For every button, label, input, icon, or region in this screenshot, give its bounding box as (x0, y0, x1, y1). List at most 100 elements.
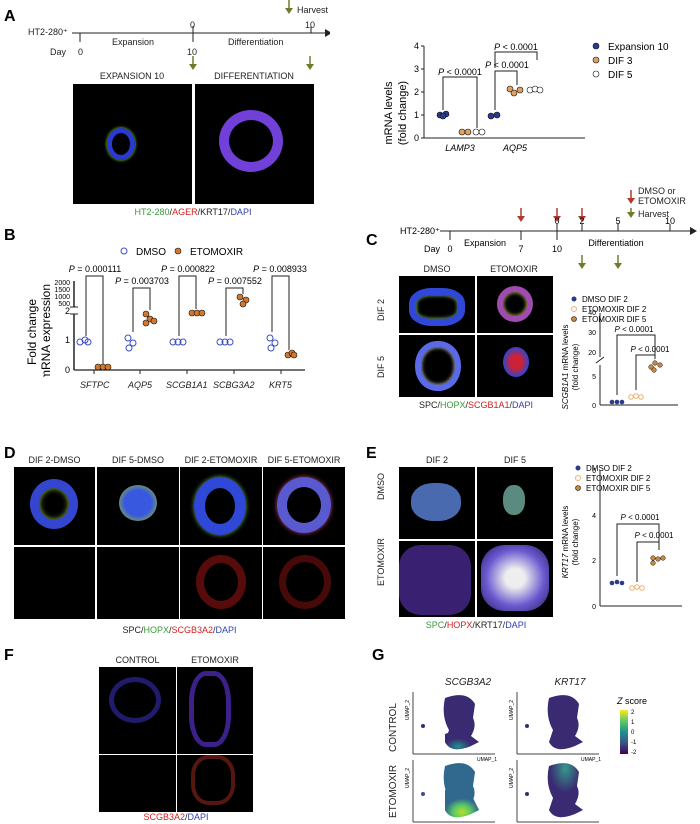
svg-text:2: 2 (592, 558, 596, 565)
svg-text:0: 0 (592, 403, 596, 410)
svg-text:Expansion 10: Expansion 10 (608, 42, 669, 53)
image-title: DIFFERENTIATION (214, 71, 294, 81)
svg-text:10: 10 (552, 244, 562, 254)
svg-text:P < 0.0001: P < 0.0001 (621, 513, 660, 522)
svg-text:ETOMOXIR DIF 5: ETOMOXIR DIF 5 (582, 315, 647, 324)
panel-f-label: F (4, 647, 14, 664)
svg-text:2000: 2000 (54, 280, 70, 287)
svg-text:P < 0.0001: P < 0.0001 (438, 67, 482, 77)
svg-text:AQP5: AQP5 (502, 143, 528, 153)
svg-text:KRT17 mRNA levels: KRT17 mRNA levels (561, 506, 570, 579)
harvest-arrow-icon (285, 0, 293, 14)
timeline-a-cell-label: HT2-280⁺ (28, 27, 68, 37)
col-title: DIF 2-ETOMOXIR (184, 455, 258, 465)
micrograph-c-etomoxir-dif2 (477, 276, 553, 333)
svg-text:ETOMOXIR DIF 2: ETOMOXIR DIF 2 (582, 305, 647, 314)
svg-text:500: 500 (58, 301, 70, 308)
timeline-a-differentiation: Differentiation (228, 37, 284, 47)
svg-text:1: 1 (65, 335, 70, 345)
timeline-a-day: 10 (187, 47, 198, 57)
row-title: CONTROL (388, 703, 399, 752)
svg-text:P = 0.000111: P = 0.000111 (69, 264, 121, 274)
svg-text:1500: 1500 (54, 287, 70, 294)
svg-text:4: 4 (592, 513, 596, 520)
micrograph-f-etomoxir-dapi (177, 667, 253, 754)
panel-c-label: C (366, 232, 378, 249)
svg-text:Z score: Z score (616, 696, 647, 706)
svg-text:LAMP3: LAMP3 (445, 143, 475, 153)
panel-d-label: D (4, 445, 16, 462)
row-title: DIF 2 (376, 298, 387, 322)
legend-dmso-etomoxir: DMSO or ETOMOXIR (638, 186, 686, 206)
xtick-aqp5: AQP5 (128, 380, 153, 390)
svg-text:SCGB1A1 mRNA levels: SCGB1A1 mRNA levels (561, 325, 570, 410)
micrograph-d-2 (97, 467, 179, 545)
svg-text:0: 0 (631, 730, 635, 736)
svg-text:mRNA expression: mRNA expression (39, 284, 53, 377)
micrograph-c-dmso-dif5 (399, 335, 475, 397)
timeline-a (72, 26, 330, 70)
svg-text:DIF 5: DIF 5 (608, 70, 633, 81)
svg-text:ETOMOXIR DIF 5: ETOMOXIR DIF 5 (586, 484, 651, 493)
micrograph-expansion (73, 84, 192, 204)
chart-a-qpcr: mRNA levels (fold change) 0 1 2 3 4 P < 0.00… (383, 41, 669, 153)
panel-e-label: E (366, 445, 377, 462)
svg-text:0: 0 (592, 604, 596, 611)
micrograph-d-5 (14, 547, 95, 619)
svg-text:P = 0.000822: P = 0.000822 (161, 264, 215, 274)
colorbar (620, 710, 628, 754)
harvest-arrows (578, 255, 622, 269)
stain-legend-e: SPC/HOPX/KRT17/DAPI (425, 620, 527, 630)
svg-text:0: 0 (447, 244, 452, 254)
svg-text:ETOMOXIR: ETOMOXIR (190, 247, 243, 258)
panel-a-label: A (4, 8, 16, 25)
svg-text:(fold change): (fold change) (571, 343, 580, 390)
svg-text:UMAP_2: UMAP_2 (509, 768, 515, 788)
stain-legend-d: SPC/HOPX/SCGB3A2/DAPI (122, 625, 237, 635)
svg-text:ETOMOXIR DIF 2: ETOMOXIR DIF 2 (586, 474, 651, 483)
svg-text:1: 1 (631, 720, 635, 726)
xtick-scgb1a1: SCGB1A1 (166, 380, 208, 390)
svg-text:UMAP_2: UMAP_2 (405, 768, 411, 788)
micrograph-differentiation (195, 84, 314, 204)
svg-text:P = 0.007552: P = 0.007552 (208, 276, 262, 286)
micrograph-e-etomoxir-dif2 (399, 541, 475, 617)
stain-legend-c: SPC/HOPX/SCGB1A1/DAPI (418, 400, 534, 410)
micrograph-d-7 (180, 547, 262, 619)
svg-text:P < 0.0001: P < 0.0001 (631, 345, 670, 354)
timeline-a-expansion: Expansion (112, 37, 155, 47)
svg-text:(fold change): (fold change) (397, 81, 409, 145)
legend-harvest: Harvest (638, 209, 670, 219)
svg-text:P < 0.0001: P < 0.0001 (635, 531, 674, 540)
svg-text:6: 6 (592, 468, 596, 475)
timeline-a-tick: 10 (305, 20, 316, 30)
col-title: DIF 2-DMSO (28, 455, 81, 465)
micrograph-c-dmso-dif2 (399, 276, 475, 333)
svg-text:4: 4 (414, 41, 419, 51)
svg-text:1: 1 (414, 110, 419, 120)
svg-text:P < 0.0001: P < 0.0001 (485, 60, 529, 70)
xtick-sftpc: SFTPC (80, 380, 110, 390)
micrograph-c-etomoxir-dif5 (477, 335, 553, 397)
svg-text:P < 0.0001: P < 0.0001 (494, 42, 538, 52)
timeline-a-day: 0 (78, 47, 84, 57)
panel-b-label: B (4, 227, 16, 244)
svg-text:DIF 3: DIF 3 (608, 56, 633, 67)
svg-text:P = 0.008933: P = 0.008933 (253, 264, 307, 274)
col-title: ETOMOXIR (490, 264, 538, 274)
svg-text:DMSO: DMSO (136, 247, 166, 258)
row-title: ETOMOXIR (376, 538, 386, 586)
svg-text:mRNA levels: mRNA levels (383, 81, 395, 144)
svg-text:2: 2 (414, 87, 419, 97)
micrograph-e-etomoxir-dif5 (477, 541, 553, 617)
micrograph-d-6 (97, 547, 179, 619)
col-title: SCGB3A2 (444, 677, 492, 688)
micrograph-d-8 (263, 547, 345, 619)
col-title: KRT17 (554, 677, 586, 688)
svg-text:2: 2 (631, 710, 635, 716)
row-title: DMSO (376, 473, 386, 500)
svg-text:P < 0.0001: P < 0.0001 (615, 325, 654, 334)
svg-text:40: 40 (588, 310, 596, 317)
micrograph-f-control-scgb3a2 (99, 755, 176, 812)
